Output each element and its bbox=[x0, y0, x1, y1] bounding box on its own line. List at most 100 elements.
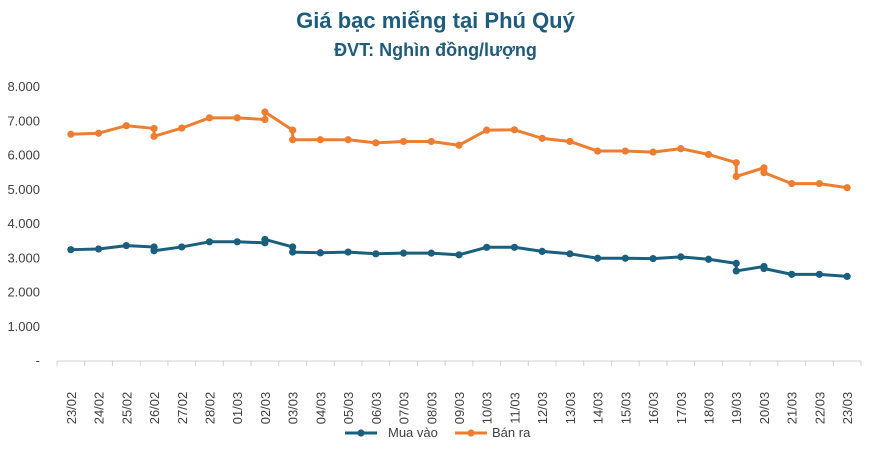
data-point bbox=[289, 248, 297, 256]
data-point bbox=[233, 238, 241, 246]
data-point bbox=[566, 137, 574, 146]
y-tick-label: 3.000 bbox=[7, 250, 40, 265]
x-tick-label: 12/03 bbox=[535, 392, 550, 425]
data-point bbox=[732, 172, 740, 180]
data-point bbox=[760, 264, 768, 273]
data-point bbox=[815, 270, 824, 278]
y-tick-label: - bbox=[36, 353, 40, 368]
x-tick-label: 26/02 bbox=[147, 392, 162, 425]
x-tick-label: 14/03 bbox=[591, 392, 606, 425]
data-point bbox=[150, 247, 158, 255]
data-point bbox=[594, 147, 602, 155]
data-point bbox=[261, 235, 269, 244]
data-point bbox=[455, 251, 463, 259]
legend-marker bbox=[467, 429, 475, 437]
x-tick-label: 02/03 bbox=[258, 392, 273, 425]
data-point bbox=[566, 250, 574, 258]
series-line-1 bbox=[69, 237, 849, 278]
data-point bbox=[677, 145, 685, 153]
x-tick-label: 13/03 bbox=[563, 392, 578, 425]
data-point bbox=[760, 169, 768, 177]
data-point bbox=[483, 126, 491, 134]
x-tick-label: 28/02 bbox=[202, 392, 217, 425]
x-tick-label: 01/03 bbox=[230, 392, 245, 425]
x-tick-label: 27/02 bbox=[175, 392, 190, 425]
data-point bbox=[289, 136, 297, 144]
x-tick-label: 20/03 bbox=[757, 392, 772, 425]
data-point bbox=[677, 253, 685, 261]
data-point bbox=[427, 137, 435, 146]
x-tick-label: 21/03 bbox=[785, 392, 800, 425]
legend-marker bbox=[357, 429, 365, 437]
data-point bbox=[316, 249, 324, 257]
data-point bbox=[510, 126, 519, 134]
chart-title: Giá bạc miếng tại Phú Quý bbox=[296, 8, 575, 33]
data-point bbox=[594, 254, 602, 262]
data-point bbox=[261, 108, 269, 116]
data-point bbox=[205, 114, 214, 122]
legend-label: Bán ra bbox=[492, 425, 531, 440]
y-tick-label: 1.000 bbox=[7, 319, 40, 334]
data-point bbox=[788, 270, 796, 278]
data-point bbox=[399, 249, 408, 257]
data-point bbox=[372, 250, 380, 258]
x-tick-label: 23/03 bbox=[840, 392, 855, 425]
data-point bbox=[732, 159, 740, 167]
x-tick-label: 03/03 bbox=[286, 392, 301, 425]
chart-subtitle: ĐVT: Nghìn đồng/lượng bbox=[334, 40, 537, 60]
data-point bbox=[649, 148, 657, 156]
data-point bbox=[122, 241, 130, 250]
legend-label: Mua vào bbox=[388, 425, 438, 440]
data-point bbox=[178, 243, 186, 251]
data-point bbox=[843, 184, 851, 192]
data-point bbox=[316, 136, 324, 144]
y-tick-label: 6.000 bbox=[7, 148, 40, 163]
data-point bbox=[178, 124, 186, 132]
x-tick-label: 08/03 bbox=[424, 392, 439, 425]
data-point bbox=[289, 126, 297, 134]
data-point bbox=[704, 255, 713, 263]
data-point bbox=[843, 272, 851, 281]
x-tick-label: 22/03 bbox=[812, 392, 827, 425]
data-point bbox=[649, 254, 657, 263]
data-point bbox=[205, 238, 214, 246]
x-tick-label: 18/03 bbox=[702, 392, 717, 425]
x-tick-label: 07/03 bbox=[397, 392, 412, 425]
data-point bbox=[732, 259, 740, 267]
data-point bbox=[815, 179, 824, 188]
data-point bbox=[344, 136, 352, 144]
y-tick-label: 4.000 bbox=[7, 216, 40, 231]
x-tick-label: 09/03 bbox=[452, 392, 467, 425]
data-point bbox=[455, 141, 463, 149]
x-tick-label: 15/03 bbox=[618, 392, 633, 425]
y-tick-label: 2.000 bbox=[7, 285, 40, 300]
x-tick-label: 24/02 bbox=[92, 392, 107, 425]
data-point bbox=[122, 122, 130, 130]
data-point bbox=[483, 243, 491, 251]
x-tick-label: 10/03 bbox=[480, 392, 495, 425]
data-point bbox=[67, 130, 75, 138]
data-point bbox=[150, 124, 158, 133]
data-point bbox=[538, 247, 546, 255]
data-point bbox=[94, 129, 103, 137]
data-point bbox=[289, 243, 297, 251]
series-line-2 bbox=[69, 110, 849, 190]
data-point bbox=[621, 147, 629, 155]
data-point bbox=[621, 254, 629, 262]
data-point bbox=[150, 132, 158, 140]
data-point bbox=[261, 115, 269, 124]
data-point bbox=[344, 248, 352, 256]
y-tick-label: 8.000 bbox=[7, 79, 40, 94]
x-tick-label: 17/03 bbox=[674, 392, 689, 425]
data-point bbox=[788, 179, 796, 188]
y-tick-label: 7.000 bbox=[7, 113, 40, 128]
x-tick-label: 05/03 bbox=[341, 392, 356, 425]
data-point bbox=[67, 246, 75, 254]
x-tick-label: 23/02 bbox=[64, 392, 79, 425]
data-point bbox=[704, 150, 713, 159]
data-point bbox=[372, 139, 380, 147]
x-tick-label: 11/03 bbox=[507, 392, 522, 424]
x-tick-label: 25/02 bbox=[119, 392, 134, 425]
x-tick-label: 04/03 bbox=[313, 392, 328, 425]
y-tick-label: 5.000 bbox=[7, 182, 40, 197]
